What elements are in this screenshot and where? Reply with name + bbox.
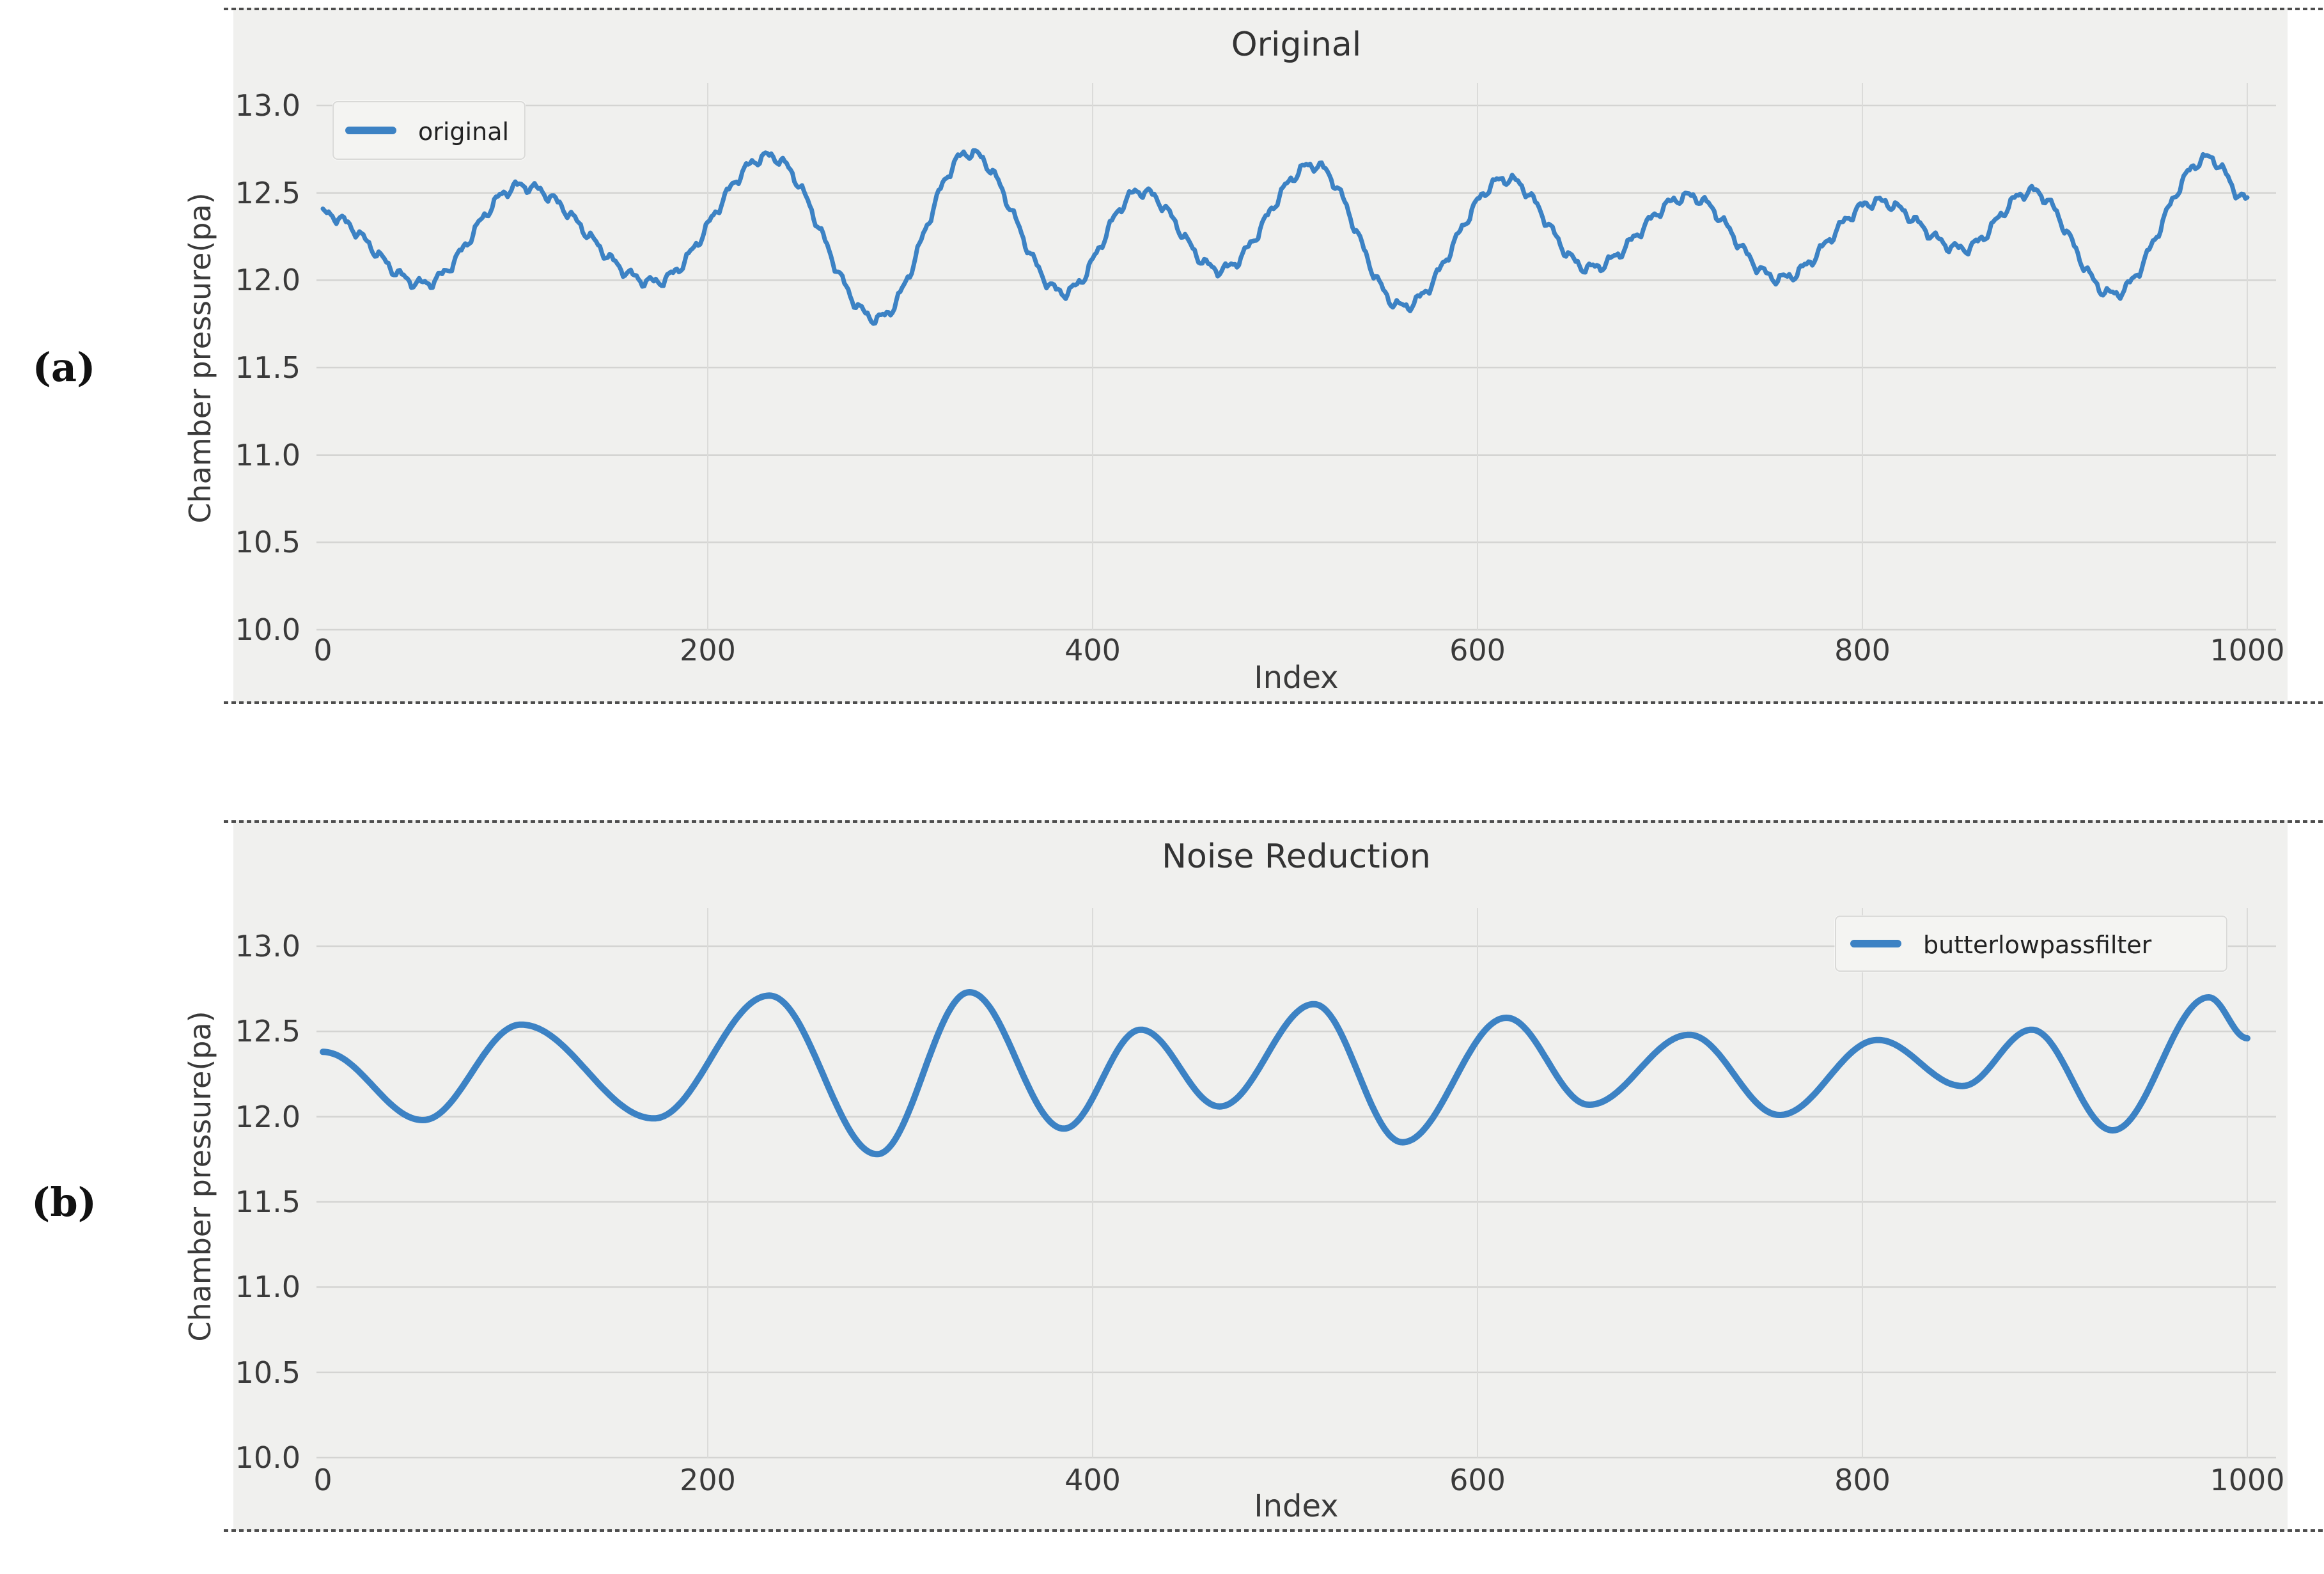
figure-b-bottom-border xyxy=(224,1529,2324,1532)
y-tick-label: 13.0 xyxy=(235,88,300,123)
series-line-butterlowpassfilter xyxy=(320,989,2250,1158)
x-tick-label: 0 xyxy=(313,633,332,667)
figure-b-label: (b) xyxy=(31,1179,97,1226)
y-tick-label: 13.0 xyxy=(235,929,300,963)
x-tick-label: 600 xyxy=(1449,1463,1506,1497)
chart-b-legend: butterlowpassfilter xyxy=(1835,916,2227,972)
y-tick-label: 11.5 xyxy=(235,350,300,385)
y-tick-label: 10.0 xyxy=(235,612,300,647)
figure-a-label: (a) xyxy=(32,344,96,391)
x-tick-label: 1000 xyxy=(2210,633,2285,667)
figure-a-bottom-border xyxy=(224,701,2324,704)
chart-a-x-axis-label: Index xyxy=(1254,660,1339,696)
y-tick-label: 10.5 xyxy=(235,1355,300,1390)
x-tick-label: 200 xyxy=(680,1463,736,1497)
chart-b-title: Noise Reduction xyxy=(1162,838,1431,876)
x-tick-label: 600 xyxy=(1449,633,1506,667)
figure-b-top-border xyxy=(224,820,2324,823)
x-tick-label: 200 xyxy=(680,633,736,667)
y-tick-label: 12.0 xyxy=(235,263,300,297)
chart-a-legend-label: original xyxy=(418,118,510,146)
chart-a-title: Original xyxy=(1231,26,1362,64)
x-tick-label: 1000 xyxy=(2210,1463,2285,1497)
y-tick-label: 10.0 xyxy=(235,1440,300,1475)
x-tick-label: 400 xyxy=(1065,1463,1121,1497)
x-tick-label: 800 xyxy=(1834,633,1891,667)
x-tick-label: 800 xyxy=(1834,1463,1891,1497)
chart-b-plot-area xyxy=(316,908,2276,1459)
x-tick-label: 0 xyxy=(313,1463,332,1497)
y-tick-label: 12.5 xyxy=(235,176,300,210)
chart-b-legend-label: butterlowpassfilter xyxy=(1923,931,2152,959)
chart-a-legend-line-swatch xyxy=(345,127,396,134)
y-tick-label: 12.0 xyxy=(235,1100,300,1134)
figure-a-background xyxy=(233,8,2288,703)
y-tick-label: 10.5 xyxy=(235,525,300,559)
chart-a-plot-area xyxy=(316,83,2276,631)
y-tick-label: 11.0 xyxy=(235,438,300,472)
chart-b-x-axis-label: Index xyxy=(1254,1488,1339,1524)
chart-a-legend: original xyxy=(332,101,526,160)
series-line-original xyxy=(320,148,2250,326)
y-tick-label: 11.5 xyxy=(235,1185,300,1219)
figure-a-top-border xyxy=(224,8,2324,10)
y-tick-label: 11.0 xyxy=(235,1270,300,1304)
y-tick-label: 12.5 xyxy=(235,1014,300,1048)
x-tick-label: 400 xyxy=(1065,633,1121,667)
chart-b-legend-line-swatch xyxy=(1850,940,1901,947)
